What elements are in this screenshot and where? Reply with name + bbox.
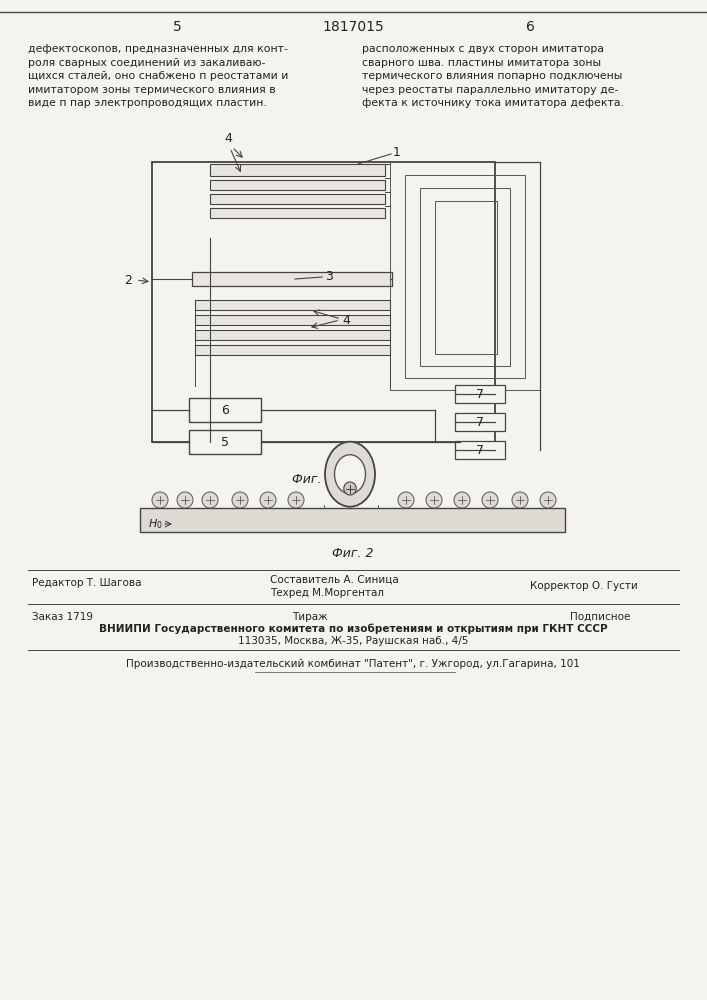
Circle shape [177, 492, 193, 508]
Circle shape [202, 492, 218, 508]
Circle shape [152, 492, 168, 508]
Circle shape [288, 492, 304, 508]
Text: 6: 6 [221, 403, 229, 416]
Text: Производственно-издательский комбинат "Патент", г. Ужгород, ул.Гагарина, 101: Производственно-издательский комбинат "П… [126, 659, 580, 669]
Bar [189, 398, 261, 422]
Bar [455, 441, 505, 459]
Bar [210, 164, 385, 176]
Bar [210, 194, 385, 204]
Bar [195, 345, 390, 355]
Text: 5: 5 [173, 20, 182, 34]
Circle shape [454, 492, 470, 508]
Bar [435, 201, 497, 354]
Circle shape [512, 492, 528, 508]
Bar [195, 315, 390, 325]
Bar [140, 508, 565, 532]
Bar [405, 175, 525, 378]
Text: 7: 7 [476, 444, 484, 456]
Bar [455, 413, 505, 431]
Text: Составитель А. Синица: Составитель А. Синица [270, 575, 399, 585]
Text: 7: 7 [476, 416, 484, 428]
Ellipse shape [334, 455, 366, 494]
Text: 1817015: 1817015 [322, 20, 384, 34]
Bar [455, 385, 505, 403]
Text: $H_0$: $H_0$ [148, 517, 163, 531]
Text: 1: 1 [393, 146, 401, 159]
Text: Корректор О. Густи: Корректор О. Густи [530, 581, 638, 591]
Text: Заказ 1719: Заказ 1719 [32, 612, 93, 622]
Bar [192, 272, 392, 286]
Bar [390, 162, 540, 390]
Bar [195, 300, 390, 310]
Text: дефектоскопов, предназначенных для конт-
роля сварных соединений из закаливаю-
щ: дефектоскопов, предназначенных для конт-… [28, 44, 288, 108]
Bar [189, 430, 261, 454]
Circle shape [482, 492, 498, 508]
Text: расположенных с двух сторон имитатора
сварного шва. пластины имитатора зоны
терм: расположенных с двух сторон имитатора св… [362, 44, 624, 108]
Circle shape [398, 492, 414, 508]
Text: ВНИИПИ Государственного комитета по изобретениям и открытиям при ГКНТ СССР: ВНИИПИ Государственного комитета по изоб… [99, 624, 607, 635]
Ellipse shape [344, 482, 356, 495]
Circle shape [260, 492, 276, 508]
Text: 3: 3 [325, 269, 333, 282]
Text: Фиг. 2: Фиг. 2 [332, 547, 374, 560]
Text: 6: 6 [525, 20, 534, 34]
Text: 7: 7 [476, 387, 484, 400]
Circle shape [540, 492, 556, 508]
Bar [210, 208, 385, 218]
Text: 113035, Москва, Ж-35, Раушская наб., 4/5: 113035, Москва, Ж-35, Раушская наб., 4/5 [238, 636, 468, 646]
Ellipse shape [325, 442, 375, 507]
Text: Подписное: Подписное [570, 612, 630, 622]
Bar [195, 330, 390, 340]
Text: 2: 2 [124, 273, 132, 286]
Bar [152, 162, 495, 442]
Text: Техред М.Моргентал: Техред М.Моргентал [270, 588, 384, 598]
Circle shape [426, 492, 442, 508]
Bar [420, 188, 510, 366]
Text: Фиг. 1: Фиг. 1 [292, 473, 334, 486]
Bar [210, 180, 385, 190]
Text: 4: 4 [342, 314, 350, 326]
Text: Редактор Т. Шагова: Редактор Т. Шагова [32, 578, 141, 588]
Text: Тираж: Тираж [292, 612, 328, 622]
Text: 4: 4 [224, 132, 232, 145]
Text: 5: 5 [221, 436, 229, 448]
Circle shape [232, 492, 248, 508]
